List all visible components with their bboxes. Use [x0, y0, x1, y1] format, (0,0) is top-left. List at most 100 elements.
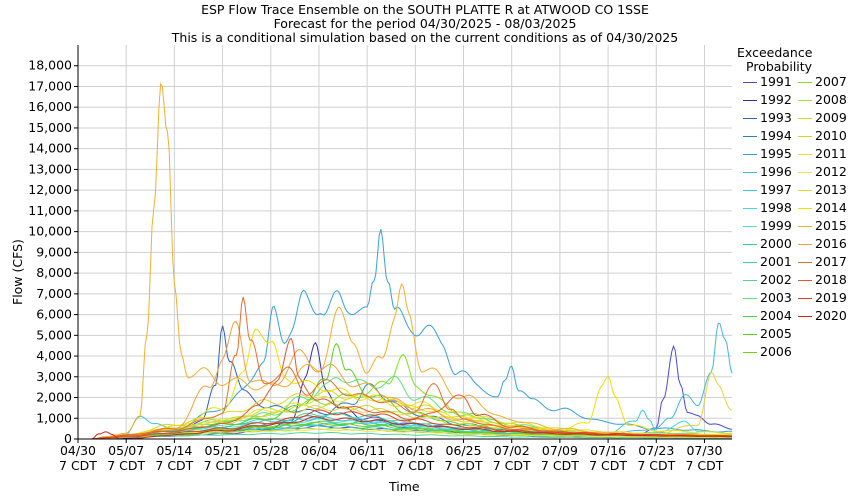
legend-item-2000: 2000	[743, 236, 792, 252]
legend-item-1997: 1997	[743, 182, 792, 198]
x-tick-label: 06/25	[446, 443, 482, 458]
legend-item-2018: 2018	[798, 272, 847, 288]
legend-item-2013: 2013	[798, 182, 847, 198]
y-tick-label: 0	[64, 431, 72, 446]
legend-swatch	[743, 334, 757, 335]
legend-item-2007: 2007	[798, 74, 847, 90]
y-tick-label: 11,000	[28, 203, 72, 218]
legend-item-1991: 1991	[743, 74, 792, 90]
legend-label: 2020	[815, 308, 847, 323]
y-tick-label: 16,000	[28, 99, 72, 114]
x-tick-label: 07/16	[590, 443, 626, 458]
legend-label: 2016	[815, 236, 847, 251]
x-tick-label-time: 7 CDT	[252, 458, 290, 473]
legend-swatch	[743, 316, 757, 317]
legend-item-2005: 2005	[743, 326, 792, 342]
legend-item-2004: 2004	[743, 308, 792, 324]
legend-swatch	[798, 154, 812, 155]
series-line-2020	[78, 416, 732, 440]
legend-label: 1993	[760, 110, 792, 125]
legend-label: 1994	[760, 128, 792, 143]
series-line-2002	[78, 432, 732, 440]
x-tick-label: 07/23	[638, 443, 674, 458]
x-tick-label-time: 7 CDT	[204, 458, 242, 473]
series-line-2017	[78, 296, 733, 440]
x-tick-label: 06/11	[349, 443, 385, 458]
legend-label: 1999	[760, 218, 792, 233]
legend-label: 2010	[815, 128, 847, 143]
chart-subtitle-period: Forecast for the period 04/30/2025 - 08/…	[273, 16, 577, 31]
legend-item-2003: 2003	[743, 290, 792, 306]
x-tick-label-time: 7 CDT	[107, 458, 145, 473]
legend-item-2015: 2015	[798, 218, 847, 234]
x-tick-label-time: 7 CDT	[348, 458, 386, 473]
series-line-1993	[78, 325, 732, 440]
x-tick-label-time: 7 CDT	[637, 458, 675, 473]
legend-swatch	[798, 118, 812, 119]
legend-swatch	[798, 100, 812, 101]
legend-label: 1998	[760, 200, 792, 215]
x-tick-label: 05/14	[156, 443, 192, 458]
x-tick-label-time: 7 CDT	[396, 458, 434, 473]
legend-swatch	[798, 190, 812, 191]
legend-swatch	[743, 190, 757, 191]
legend-swatch	[798, 226, 812, 227]
legend-label: 2015	[815, 218, 847, 233]
legend-label: 2007	[815, 74, 847, 89]
x-tick-label: 05/21	[205, 443, 241, 458]
legend-swatch	[798, 82, 812, 83]
y-tick-label: 7,000	[36, 286, 72, 301]
legend-label: 1991	[760, 74, 792, 89]
legend-item-2016: 2016	[798, 236, 847, 252]
x-tick-label: 05/28	[253, 443, 289, 458]
series-line-2013	[78, 371, 733, 440]
x-tick-label: 07/09	[542, 443, 578, 458]
legend-title-line2: Probability	[746, 59, 813, 74]
legend-item-2012: 2012	[798, 164, 847, 180]
legend-swatch	[743, 118, 757, 119]
legend-swatch	[798, 298, 812, 299]
legend-swatch	[798, 172, 812, 173]
x-tick-label: 07/30	[686, 443, 722, 458]
legend-swatch	[743, 82, 757, 83]
legend-label: 1992	[760, 92, 792, 107]
legend-item-2019: 2019	[798, 290, 847, 306]
series-lines	[78, 82, 733, 440]
legend-item-2020: 2020	[798, 308, 847, 324]
legend-swatch	[798, 262, 812, 263]
legend-swatch	[743, 136, 757, 137]
x-tick-label: 05/07	[108, 443, 144, 458]
y-tick-label: 9,000	[36, 244, 72, 259]
y-tick-label: 17,000	[28, 78, 72, 93]
y-tick-label: 4,000	[36, 348, 72, 363]
legend-label: 2003	[760, 290, 792, 305]
x-tick-label-time: 7 CDT	[493, 458, 531, 473]
legend-label: 2004	[760, 308, 792, 323]
legend-swatch	[743, 280, 757, 281]
legend-swatch	[743, 262, 757, 263]
grid	[77, 45, 732, 440]
legend-swatch	[798, 280, 812, 281]
series-line-2015	[78, 82, 732, 440]
legend-swatch	[743, 208, 757, 209]
legend-label: 2018	[815, 272, 847, 287]
legend-item-2006: 2006	[743, 344, 792, 360]
x-tick-label-time: 7 CDT	[589, 458, 627, 473]
legend-label: 1997	[760, 182, 792, 197]
legend-item-1995: 1995	[743, 146, 792, 162]
legend-label: 2002	[760, 272, 792, 287]
legend-label: 2005	[760, 326, 792, 341]
x-tick-label: 07/02	[494, 443, 530, 458]
y-tick-label: 1,000	[36, 410, 72, 425]
legend-label: 2013	[815, 182, 847, 197]
y-tick-label: 5,000	[36, 327, 72, 342]
x-axis-label: Time	[389, 479, 420, 494]
x-tick-label-time: 7 CDT	[541, 458, 579, 473]
legend-label: 1996	[760, 164, 792, 179]
y-tick-label: 14,000	[28, 141, 72, 156]
series-line-1995	[78, 229, 732, 440]
x-tick-label: 04/30	[60, 443, 96, 458]
axes: 0 1,000 2,000 3,000 4,000 5,000 6,000 7,000 8,00…	[28, 45, 732, 473]
legend-swatch	[798, 316, 812, 317]
legend-item-1999: 1999	[743, 218, 792, 234]
